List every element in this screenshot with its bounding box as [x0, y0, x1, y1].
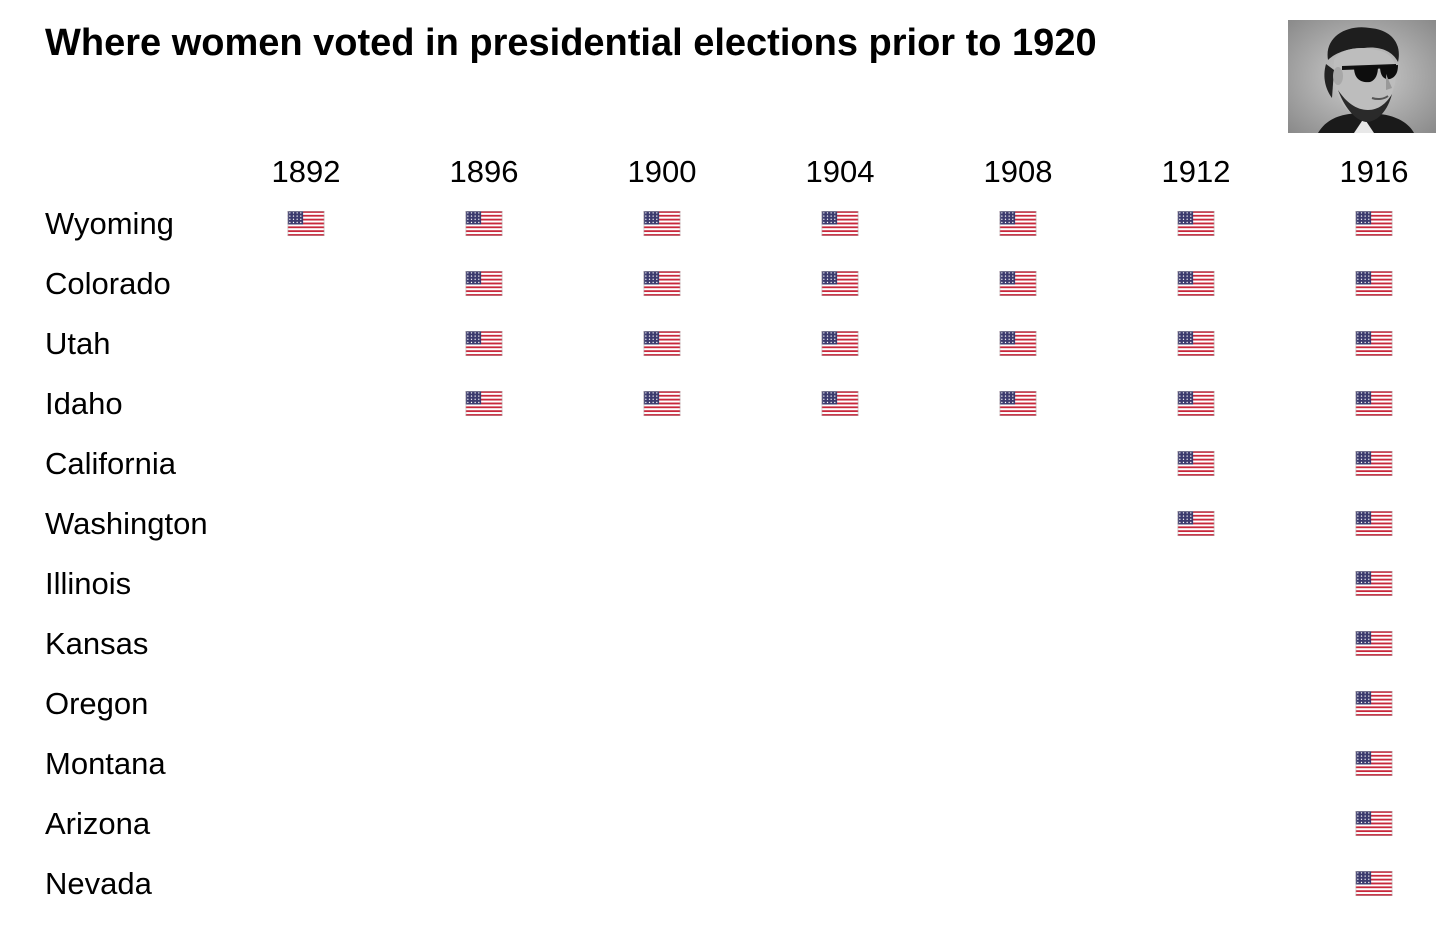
us-flag-icon [999, 391, 1037, 416]
us-flag-icon [465, 211, 503, 236]
us-flag-icon [1355, 631, 1393, 656]
us-flag-icon [821, 271, 859, 296]
us-flag-icon [821, 211, 859, 236]
year-header-1904: 1904 [805, 154, 875, 189]
us-flag-icon [1355, 391, 1393, 416]
year-header-1892: 1892 [271, 154, 341, 189]
year-header-1912: 1912 [1161, 154, 1231, 189]
state-label-oregon: Oregon [45, 686, 149, 721]
us-flag-icon [287, 211, 325, 236]
us-flag-icon [1355, 331, 1393, 356]
year-header-1900: 1900 [627, 154, 697, 189]
state-label-utah: Utah [45, 326, 111, 361]
us-flag-icon [1355, 211, 1393, 236]
state-label-nevada: Nevada [45, 866, 152, 901]
us-flag-icon [1355, 451, 1393, 476]
us-flag-icon [1177, 271, 1215, 296]
us-flag-icon [1355, 811, 1393, 836]
state-label-colorado: Colorado [45, 266, 171, 301]
us-flag-icon [1355, 871, 1393, 896]
us-flag-icon [1355, 571, 1393, 596]
us-flag-icon [1355, 751, 1393, 776]
us-flag-icon [1177, 451, 1215, 476]
us-flag-icon [643, 391, 681, 416]
lincoln-sunglasses-portrait [1288, 20, 1436, 133]
us-flag-icon [643, 211, 681, 236]
us-flag-icon [999, 271, 1037, 296]
us-flag-icon [1355, 691, 1393, 716]
year-header-1908: 1908 [983, 154, 1053, 189]
state-label-arizona: Arizona [45, 806, 151, 841]
us-flag-icon [465, 331, 503, 356]
us-flag-icon [821, 391, 859, 416]
state-label-idaho: Idaho [45, 386, 123, 421]
us-flag-icon [821, 331, 859, 356]
chart-title: Where women voted in presidential electi… [45, 22, 1097, 64]
us-flag-icon [1177, 331, 1215, 356]
state-label-illinois: Illinois [45, 566, 132, 601]
state-label-california: California [45, 446, 176, 481]
state-label-wyoming: Wyoming [45, 206, 174, 241]
us-flag-icon [643, 331, 681, 356]
us-flag-icon [1355, 271, 1393, 296]
us-flag-icon [1355, 511, 1393, 536]
us-flag-icon [999, 331, 1037, 356]
state-label-kansas: Kansas [45, 626, 149, 661]
us-flag-icon [465, 271, 503, 296]
us-flag-icon [465, 391, 503, 416]
state-label-montana: Montana [45, 746, 166, 781]
state-label-washington: Washington [45, 506, 208, 541]
us-flag-icon [1177, 391, 1215, 416]
us-flag-icon [999, 211, 1037, 236]
year-header-1896: 1896 [449, 154, 519, 189]
us-flag-icon [1177, 211, 1215, 236]
year-header-1916: 1916 [1339, 154, 1409, 189]
us-flag-icon [643, 271, 681, 296]
us-flag-icon [1177, 511, 1215, 536]
